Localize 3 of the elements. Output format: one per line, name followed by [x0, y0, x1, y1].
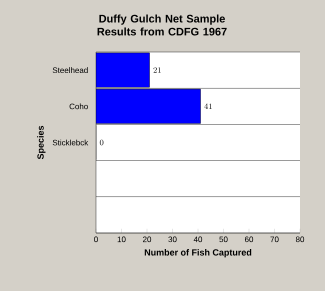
- y-axis-title: Species: [37, 126, 46, 160]
- x-axis-title: Number of Fish Captured: [144, 249, 252, 258]
- chart-title: Duffy Gulch Net Sample Results from CDFG 1967: [98, 14, 227, 36]
